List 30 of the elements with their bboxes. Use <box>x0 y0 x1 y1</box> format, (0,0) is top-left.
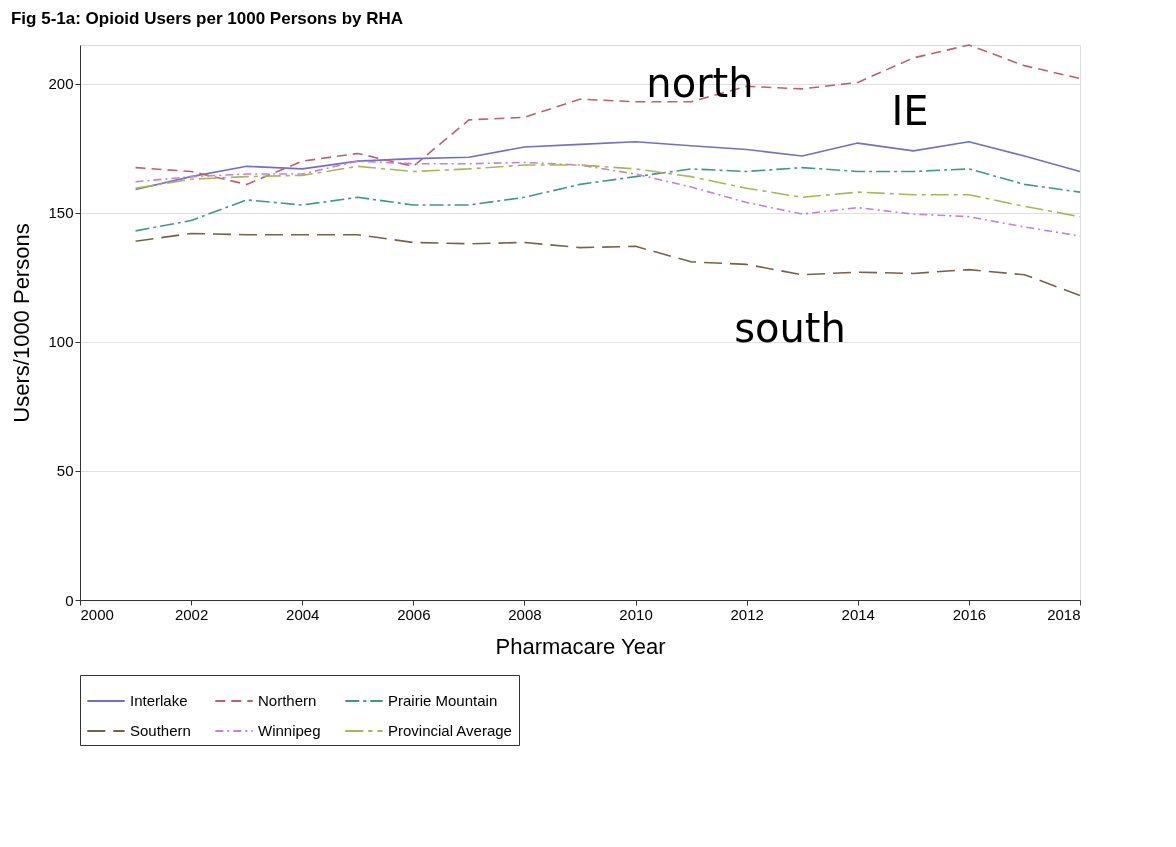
y-tick-label: 200 <box>48 75 74 93</box>
x-tick-label: 2018 <box>1047 605 1081 623</box>
legend-label: Northern <box>258 692 317 709</box>
x-tick-label: 2010 <box>619 605 653 623</box>
line-series <box>134 232 1081 297</box>
annotation: south <box>734 305 846 351</box>
x-tick-label: 2012 <box>730 605 764 623</box>
chart-title: Fig 5-1a: Opioid Users per 1000 Persons by RHA <box>10 9 404 29</box>
x-tick-label: 2016 <box>952 605 987 623</box>
x-tick-label: 2002 <box>174 605 209 623</box>
y-tick-label: 50 <box>56 462 74 480</box>
legend-label: Interlake <box>130 692 188 709</box>
x-tick-label: 2014 <box>841 605 875 623</box>
legend-label: Provincial Average <box>388 722 512 739</box>
x-tick-label: 2006 <box>397 605 431 623</box>
legend-label: Southern <box>130 722 191 739</box>
line-series <box>134 44 1081 186</box>
legend-label: Prairie Mountain <box>388 692 498 709</box>
x-tick-label: 2004 <box>286 605 320 623</box>
x-tick-label: 2000 <box>80 605 114 623</box>
y-tick-label: 150 <box>48 204 74 222</box>
y-axis-title: Users/1000 Persons <box>9 223 35 423</box>
annotation: IE <box>891 88 929 134</box>
line-series <box>134 141 1081 191</box>
x-axis-title: Pharmacare Year <box>495 633 666 659</box>
x-tick-label: 2008 <box>508 605 542 623</box>
y-tick-label: 0 <box>65 591 74 609</box>
y-tick-label: 100 <box>48 333 74 351</box>
legend-label: Winnipeg <box>258 722 321 739</box>
annotation: north <box>646 60 754 106</box>
